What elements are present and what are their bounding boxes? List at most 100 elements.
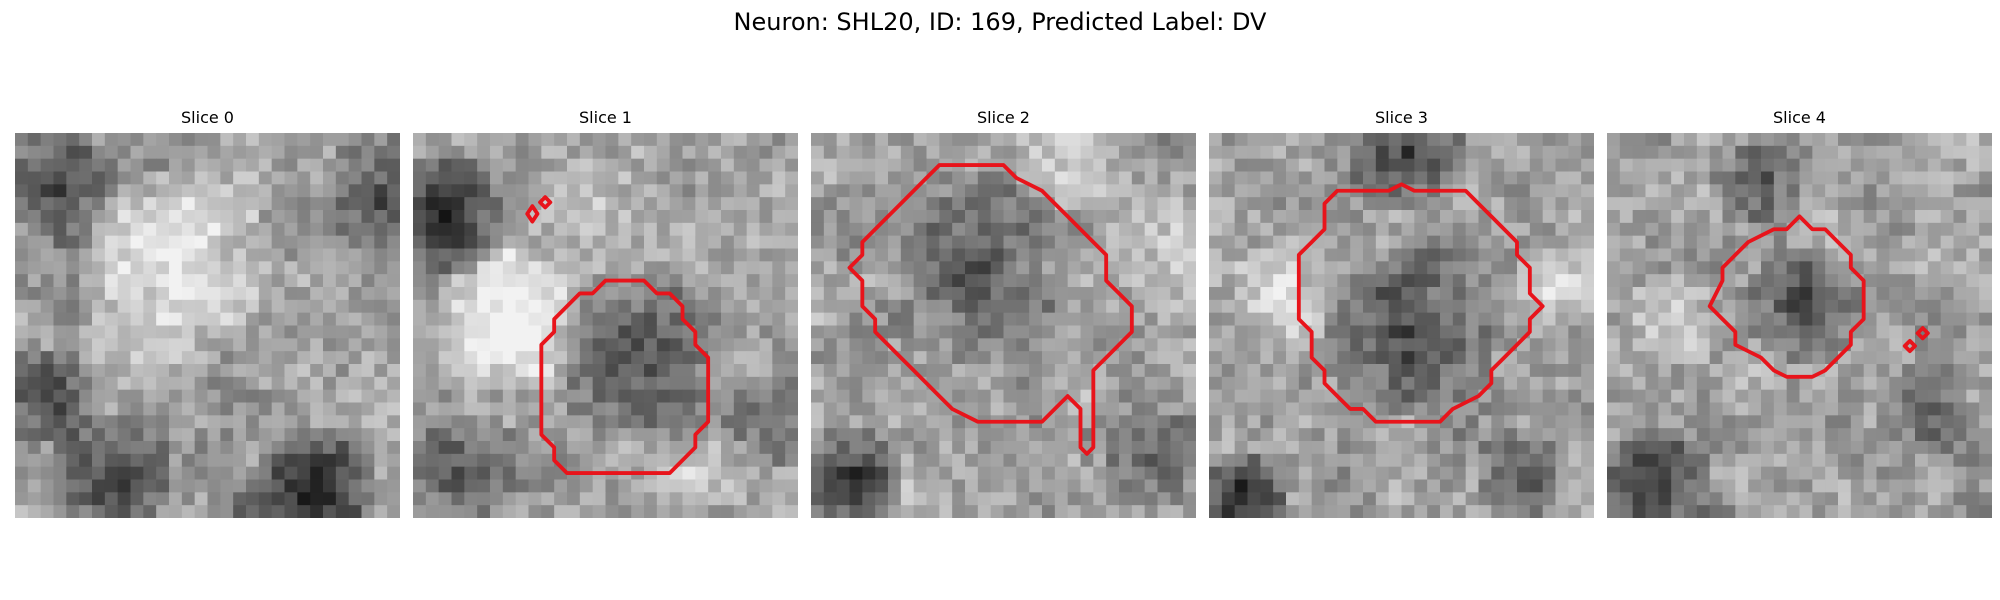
image-pixel [1684, 158, 1698, 172]
image-pixel [1786, 171, 1800, 185]
image-pixel [1542, 235, 1556, 249]
image-pixel [477, 428, 491, 442]
image-pixel [1478, 248, 1492, 262]
image-pixel [1440, 351, 1454, 365]
image-pixel [1684, 466, 1698, 480]
image-pixel [849, 415, 863, 429]
image-pixel [1671, 184, 1685, 198]
image-pixel [451, 351, 465, 365]
image-pixel [785, 492, 798, 506]
image-pixel [746, 274, 760, 288]
image-pixel [1131, 479, 1146, 493]
image-pixel [1427, 145, 1441, 160]
image-pixel [888, 325, 902, 339]
image-pixel [1940, 415, 1954, 429]
image-pixel [746, 158, 760, 172]
image-pixel [438, 158, 452, 172]
image-pixel [1825, 389, 1839, 403]
image-pixel [246, 145, 260, 160]
image-pixel [1966, 466, 1980, 480]
image-pixel [27, 171, 42, 185]
image-pixel [1247, 248, 1261, 262]
image-pixel [541, 235, 555, 249]
image-pixel [1414, 210, 1428, 224]
image-pixel [438, 505, 452, 518]
image-pixel [900, 287, 915, 301]
image-pixel [361, 274, 375, 288]
image-pixel [1003, 376, 1017, 391]
image-pixel [1414, 389, 1428, 403]
image-pixel [477, 248, 491, 262]
image-pixel [605, 351, 619, 365]
image-pixel [323, 171, 337, 185]
image-pixel [1209, 222, 1223, 237]
image-pixel [1786, 261, 1800, 275]
image-pixel [1324, 492, 1338, 506]
image-pixel [1581, 479, 1594, 493]
image-pixel [875, 505, 889, 518]
image-pixel [605, 364, 619, 378]
image-pixel [258, 235, 273, 249]
image-pixel [271, 325, 285, 339]
image-pixel [1414, 325, 1428, 339]
image-pixel [104, 210, 119, 224]
image-pixel [1080, 479, 1094, 493]
image-pixel [746, 261, 760, 275]
image-pixel [92, 312, 106, 326]
image-pixel [40, 235, 54, 249]
image-pixel [156, 428, 170, 442]
image-pixel [1080, 261, 1094, 275]
image-pixel [772, 402, 786, 416]
image-pixel [605, 261, 619, 275]
image-pixel [1003, 479, 1017, 493]
image-pixel [1966, 184, 1980, 198]
image-pixel [1902, 222, 1916, 237]
image-pixel [1850, 171, 1865, 185]
image-pixel [117, 158, 131, 172]
image-pixel [1658, 197, 1672, 211]
image-pixel [40, 325, 54, 339]
image-pixel [952, 248, 966, 262]
image-pixel [1735, 466, 1749, 480]
image-pixel [220, 402, 234, 416]
image-pixel [1054, 184, 1069, 198]
image-pixel [1042, 453, 1056, 468]
image-pixel [772, 466, 786, 480]
image-pixel [1016, 338, 1030, 352]
image-pixel [900, 158, 915, 172]
image-pixel [926, 222, 940, 237]
image-pixel [1427, 351, 1441, 365]
image-pixel [310, 222, 324, 237]
image-pixel [1529, 351, 1544, 365]
image-pixel [477, 133, 491, 147]
image-pixel [1324, 338, 1338, 352]
image-pixel [438, 441, 452, 455]
image-pixel [823, 299, 838, 314]
image-pixel [1311, 402, 1325, 416]
image-pixel [1478, 479, 1492, 493]
image-pixel [1363, 441, 1377, 455]
image-pixel [387, 133, 400, 147]
image-pixel [1311, 184, 1325, 198]
image-pixel [1144, 210, 1158, 224]
image-pixel [1940, 402, 1954, 416]
image-pixel [990, 338, 1004, 352]
image-pixel [785, 389, 798, 403]
image-pixel [207, 505, 221, 518]
image-pixel [695, 492, 709, 506]
image-pixel [977, 441, 992, 455]
image-pixel [169, 171, 183, 185]
image-pixel [92, 325, 106, 339]
image-pixel [721, 492, 735, 506]
image-pixel [1234, 492, 1248, 506]
image-pixel [1979, 376, 1992, 391]
image-pixel [875, 492, 889, 506]
image-pixel [271, 287, 285, 301]
image-pixel [66, 145, 80, 160]
image-pixel [1337, 261, 1351, 275]
image-pixel [1209, 184, 1223, 198]
image-pixel [1067, 376, 1081, 391]
image-pixel [1247, 453, 1261, 468]
image-pixel [490, 479, 504, 493]
image-pixel [143, 133, 157, 147]
